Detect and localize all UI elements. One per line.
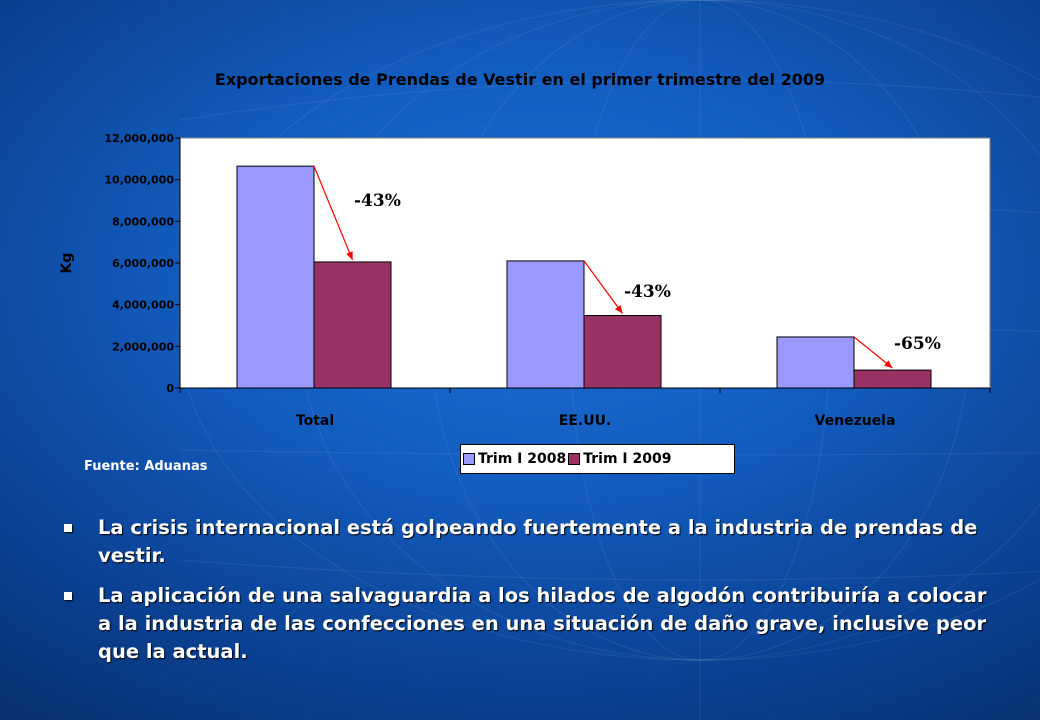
change-arrow-head bbox=[614, 304, 623, 314]
change-percent-label: -43% bbox=[354, 191, 401, 211]
x-tick-label: EE.UU. bbox=[559, 413, 612, 429]
legend-swatch-2008 bbox=[463, 453, 475, 465]
y-tick-label: 12,000,000 bbox=[104, 132, 174, 145]
bar-trim-i-2009 bbox=[853, 369, 932, 389]
y-tick-label: 8,000,000 bbox=[112, 215, 174, 228]
bullet-text: La crisis internacional está golpeando f… bbox=[98, 516, 978, 567]
change-arrow-line bbox=[853, 336, 893, 369]
bullet-list: La crisis internacional está golpeando f… bbox=[60, 514, 1000, 678]
y-tick-label: 4,000,000 bbox=[112, 299, 174, 312]
y-axis-label: Kg bbox=[59, 253, 75, 274]
y-tick-label: 6,000,000 bbox=[112, 257, 174, 270]
bullet-square-icon bbox=[64, 524, 72, 532]
y-tick-label: 0 bbox=[166, 382, 174, 395]
legend-label-2009: Trim I 2009 bbox=[583, 451, 672, 467]
bullet-text: La aplicación de una salvaguardia a los … bbox=[98, 584, 987, 663]
bar-trim-i-2008 bbox=[776, 336, 855, 389]
x-tick-label: Venezuela bbox=[815, 413, 896, 429]
legend-label-2008: Trim I 2008 bbox=[478, 451, 567, 467]
y-tick-label: 10,000,000 bbox=[104, 174, 174, 187]
change-arrow-line bbox=[583, 260, 623, 314]
bullet-square-icon bbox=[64, 592, 72, 600]
bar-trim-i-2009 bbox=[313, 261, 392, 389]
y-tick-label: 2,000,000 bbox=[112, 340, 174, 353]
bullet-item: La crisis internacional está golpeando f… bbox=[60, 514, 1000, 570]
chart-legend: Trim I 2008 Trim I 2009 bbox=[460, 444, 735, 474]
change-arrow-head bbox=[884, 360, 893, 369]
legend-swatch-2009 bbox=[568, 453, 581, 465]
bar-trim-i-2009 bbox=[583, 315, 662, 389]
bar-trim-i-2008 bbox=[506, 260, 585, 389]
chart-title: Exportaciones de Prendas de Vestir en el… bbox=[214, 70, 826, 89]
change-arrow-head bbox=[346, 251, 353, 260]
change-arrow-line bbox=[313, 165, 354, 261]
change-percent-label: -65% bbox=[894, 334, 941, 354]
change-percent-label: -43% bbox=[624, 282, 671, 302]
legend-entry-2008: Trim I 2008 bbox=[463, 451, 566, 467]
bullet-item: La aplicación de una salvaguardia a los … bbox=[60, 582, 1000, 666]
legend-entry-2009: Trim I 2009 bbox=[568, 451, 671, 467]
source-note: Fuente: Aduanas bbox=[84, 459, 208, 474]
bar-trim-i-2008 bbox=[236, 165, 315, 389]
x-tick-label: Total bbox=[296, 413, 334, 429]
